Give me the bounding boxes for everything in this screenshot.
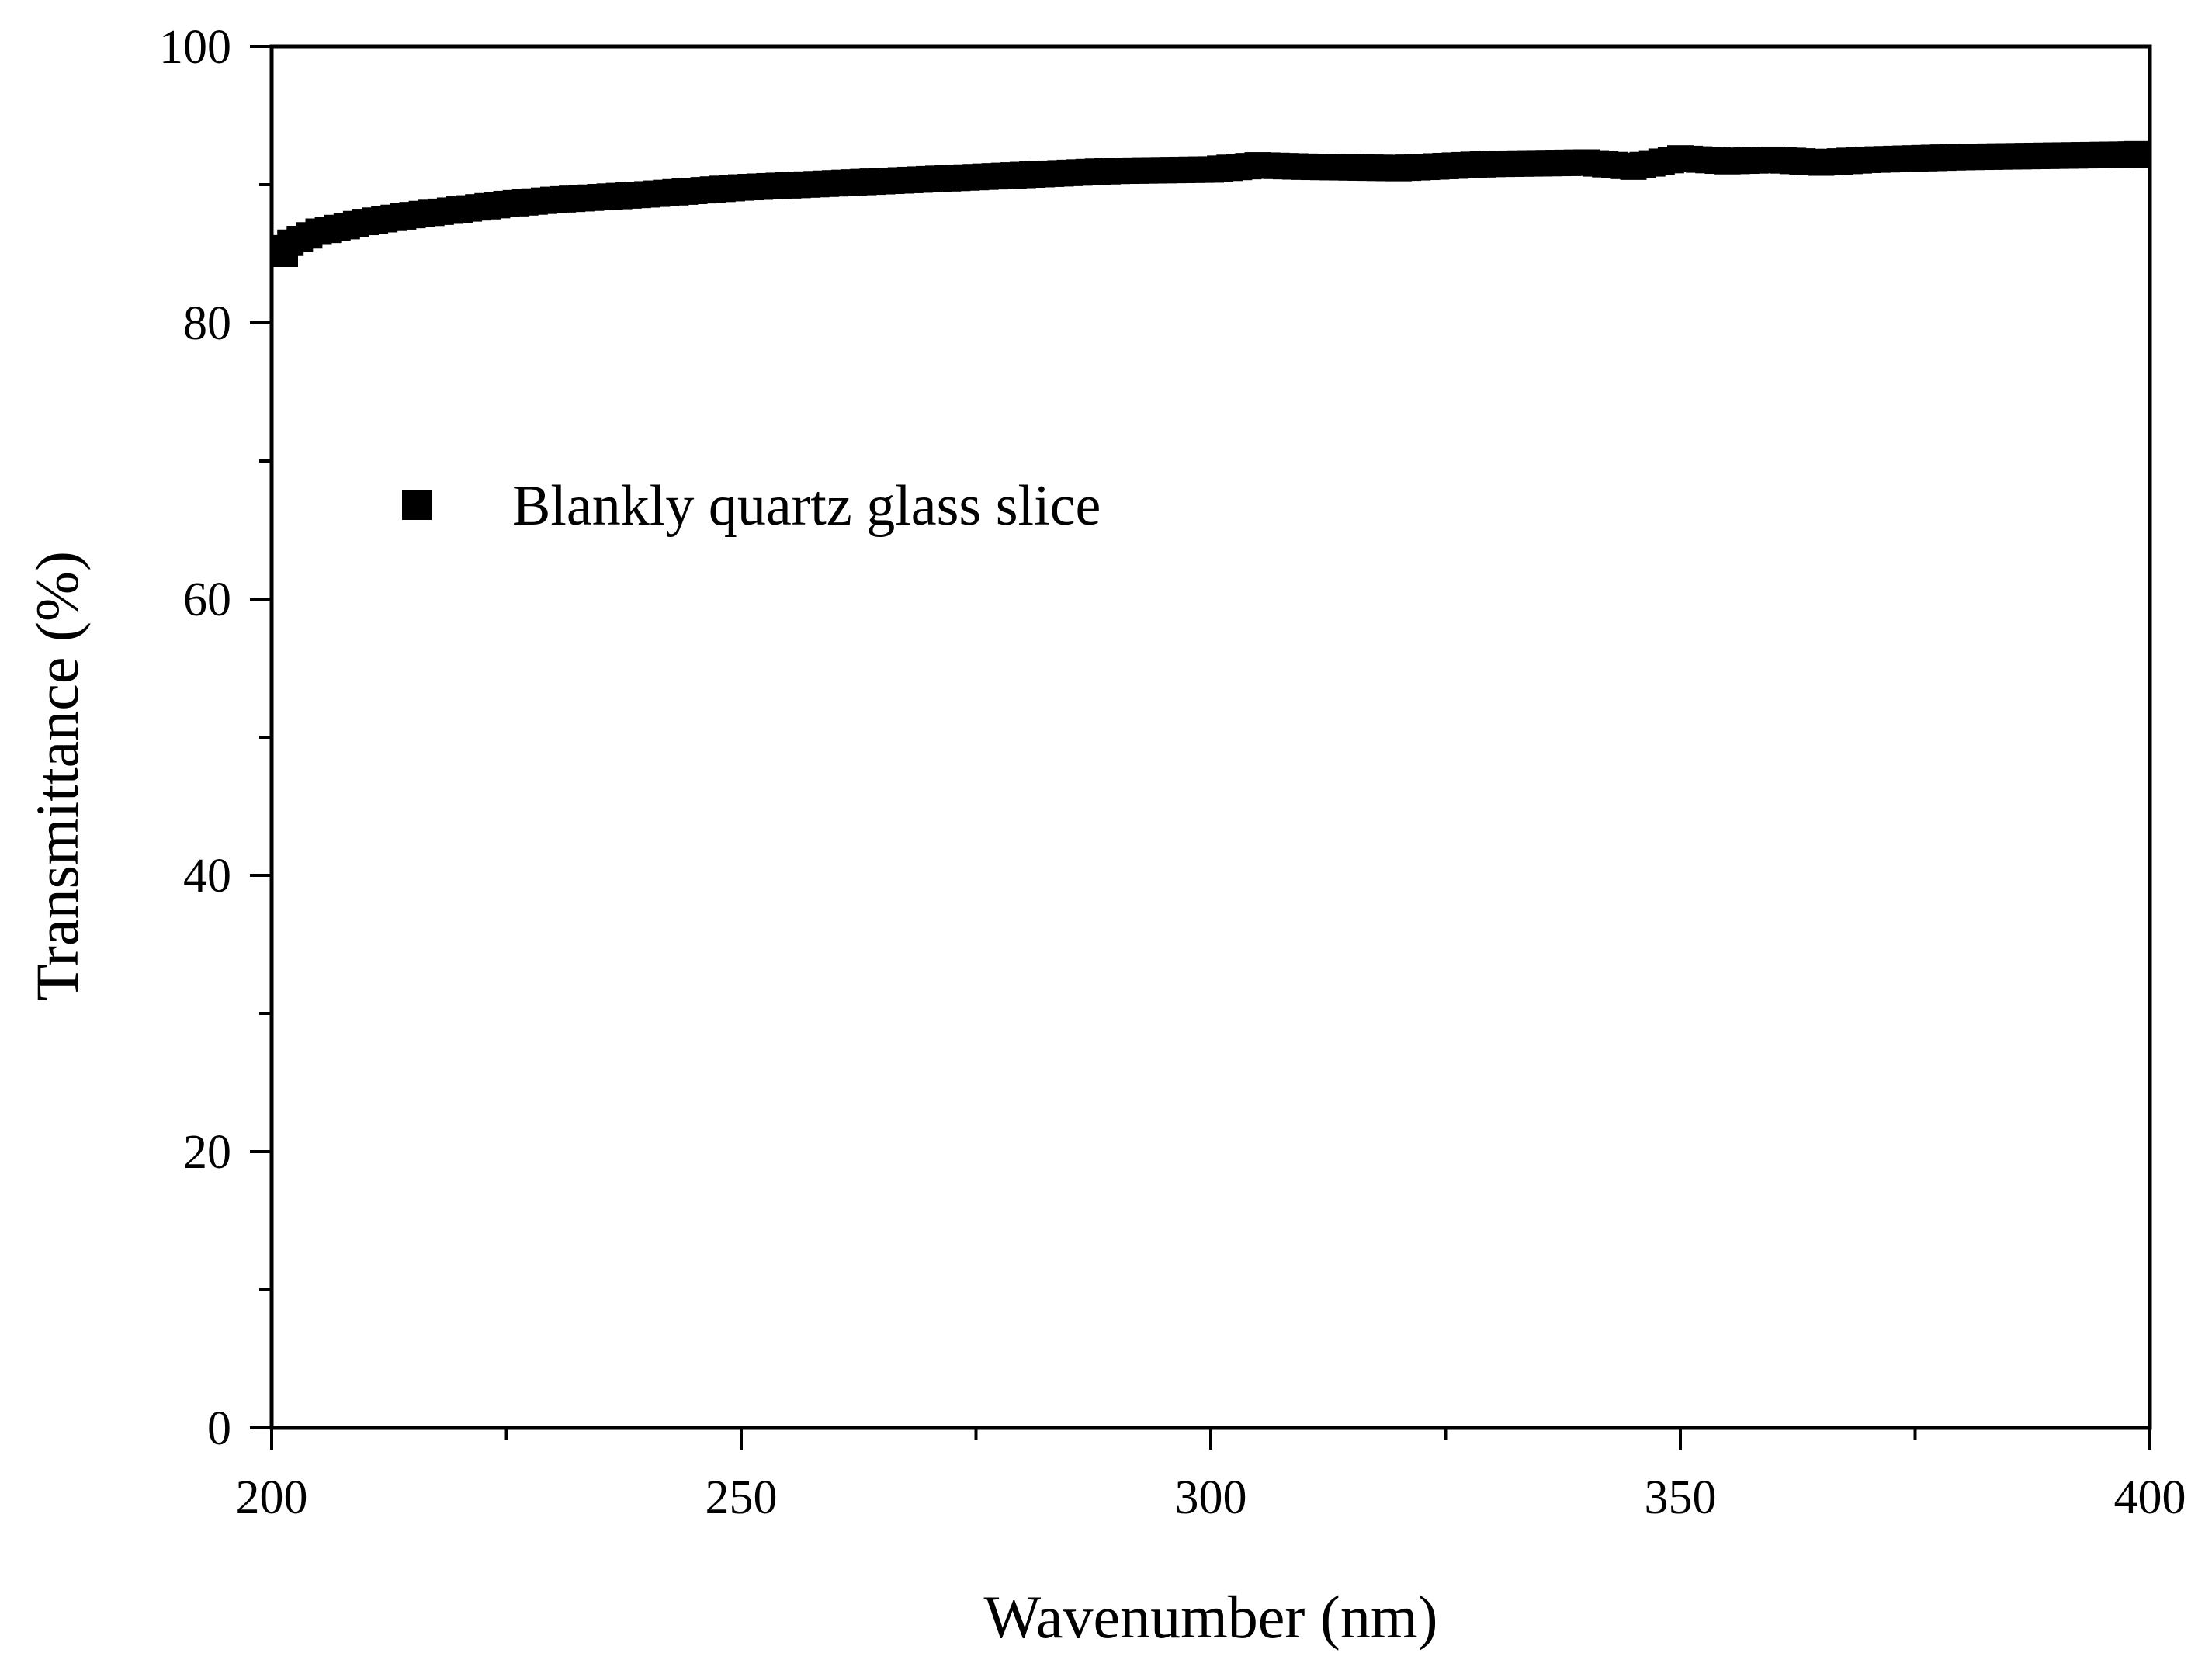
data-point xyxy=(2124,140,2150,168)
x-axis-title: Wavenumber (nm) xyxy=(984,1583,1438,1651)
x-tick-label: 400 xyxy=(2114,1471,2186,1524)
y-axis-title: Transmittance (%) xyxy=(23,551,91,1001)
x-axis: 200 250 300 350 400 xyxy=(236,1428,2186,1524)
y-axis: 0 20 40 60 80 100 xyxy=(159,21,272,1455)
y-tick-label: 40 xyxy=(183,850,231,903)
legend: Blankly quartz glass slice xyxy=(402,474,1101,538)
legend-label: Blankly quartz glass slice xyxy=(512,474,1101,538)
x-tick-label: 350 xyxy=(1645,1471,1717,1524)
y-tick-label: 100 xyxy=(159,21,231,74)
y-tick-label: 20 xyxy=(183,1126,231,1179)
legend-marker xyxy=(402,490,432,520)
y-tick-label: 0 xyxy=(207,1402,231,1455)
y-tick-label: 60 xyxy=(183,573,231,626)
x-tick-label: 250 xyxy=(706,1471,778,1524)
data-series xyxy=(272,140,2150,267)
x-tick-label: 300 xyxy=(1175,1471,1247,1524)
plot-frame xyxy=(269,44,2152,1430)
plot-frame-group xyxy=(269,44,2152,1430)
y-tick-label: 80 xyxy=(183,297,231,350)
x-tick-label: 200 xyxy=(236,1471,308,1524)
